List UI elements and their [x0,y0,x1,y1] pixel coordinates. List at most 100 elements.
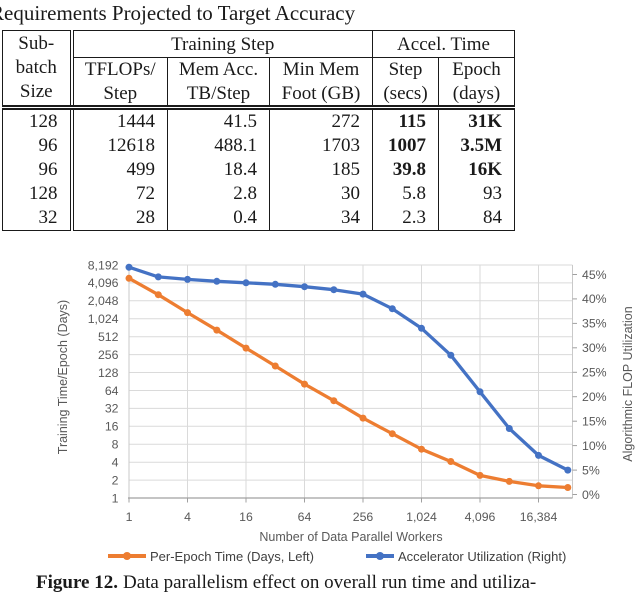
col-header-subbatch-size: Sub- batch Size [2,30,72,110]
y-axis-title-left: Training Time/Epoch (Days) [56,299,70,455]
svg-text:512: 512 [98,330,119,344]
page-title: Requirements Projected to Target Accurac… [0,1,356,25]
table-cell: 41.5 [167,107,270,134]
svg-text:2,048: 2,048 [88,294,119,308]
svg-text:128: 128 [98,366,119,380]
svg-text:0%: 0% [582,488,600,502]
table-cell: 96 [38,135,58,156]
table-row: 32 28 0.4 34 2.3 84 [3,206,515,231]
legend-label: Accelerator Utilization (Right) [398,548,567,564]
table-cell: 128 [29,111,58,132]
table-cell: 5.8 [372,182,439,206]
table-cell: 272 [269,107,373,134]
x-axis-title: Number of Data Parallel Workers [259,530,443,544]
svg-text:1: 1 [112,491,119,505]
figure-caption-number: Figure 12. [36,572,118,593]
legend-line-orange-icon [108,552,146,560]
svg-text:16: 16 [105,420,119,434]
metrics-table-wrap: Sub- batch Size Training Step Accel. Tim… [2,30,515,231]
svg-text:32: 32 [105,402,119,416]
svg-text:16: 16 [239,510,253,524]
svg-text:4,096: 4,096 [465,510,496,524]
table-cell: 39.8 [372,158,439,182]
table-cell: 1444 [69,107,168,134]
y-axis-right-labels: 45% 40% 35% 30% 25% 20% 15% 10% 5% 0% [582,268,607,502]
y-axis-title-right: Algorithmic FLOP Utilization [621,306,635,462]
col-header-tflops-step: TFLOPs/ Step [69,57,168,110]
series-per-epoch-time-days-left [125,274,572,491]
svg-text:10%: 10% [582,439,607,453]
table-body: 128 1444 41.5 272 115 31K 96 12618 488.1 1703 1007… [3,107,515,231]
svg-text:256: 256 [353,510,374,524]
col-header-min-mem-foot: Min Mem Foot (GB) [269,57,373,110]
svg-text:8,192: 8,192 [88,258,119,272]
table-cell: 115 [372,107,439,134]
svg-text:40%: 40% [582,292,607,306]
legend-line-blue-icon [366,552,394,560]
table-cell: 31K [438,107,515,134]
chart-axes [128,265,577,503]
metrics-table: Sub- batch Size Training Step Accel. Tim… [2,30,515,231]
y-axis-left-labels: 8,192 4,096 2,048 1,024 512 256 128 64 32 16 8 4 2 1 [88,258,119,505]
col-group-accel-time: Accel. Time [372,30,515,58]
table-cell: 128 [29,183,58,204]
svg-text:45%: 45% [582,268,607,282]
table-cell: 32 [38,207,58,228]
legend-label: Per-Epoch Time (Days, Left) [150,548,314,564]
table-row: 96 12618 488.1 1703 1007 3.5M [3,134,515,158]
svg-text:4: 4 [184,510,191,524]
chart-gridlines [128,264,573,498]
series-accelerator-utilization-right [125,263,572,474]
table-cell: 0.4 [167,206,270,231]
table-cell: 84 [438,206,515,231]
table-row: 128 72 2.8 30 5.8 93 [3,182,515,206]
svg-text:1,024: 1,024 [88,312,119,326]
col-header-step-secs: Step (secs) [372,57,439,110]
table-cell: 34 [269,206,373,231]
figure-caption: Figure 12. Data parallelism effect on ove… [36,572,640,593]
svg-text:8: 8 [112,438,119,452]
table-cell: 488.1 [167,134,270,158]
svg-text:2: 2 [112,473,119,487]
table-cell: 1007 [372,134,439,158]
table-cell: 93 [438,182,515,206]
table-cell: 16K [438,158,515,182]
x-axis-labels: 1 4 16 64 256 1,024 4,096 16,384 [126,510,558,524]
col-header-epoch-days: Epoch (days) [438,57,515,110]
svg-text:64: 64 [105,384,119,398]
legend-item-accelerator-utilization: Accelerator Utilization (Right) [366,548,567,564]
table-cell: 28 [69,206,168,231]
svg-text:1: 1 [126,510,133,524]
svg-text:25%: 25% [582,366,607,380]
table-cell: 30 [269,182,373,206]
svg-text:15%: 15% [582,415,607,429]
col-group-training-step: Training Step [69,30,373,58]
col-header-mem-acc: Mem Acc. TB/Step [167,57,270,110]
table-cell: 96 [38,159,58,180]
svg-text:16,384: 16,384 [520,510,558,524]
table-cell: 499 [69,158,168,182]
table-cell: 2.3 [372,206,439,231]
svg-text:20%: 20% [582,390,607,404]
svg-text:30%: 30% [582,341,607,355]
table-cell: 12618 [69,134,168,158]
svg-text:4: 4 [112,456,119,470]
legend-marker-orange-icon [123,552,131,560]
table-cell: 2.8 [167,182,270,206]
table-row: 96 499 18.4 185 39.8 16K [3,158,515,182]
svg-text:1,024: 1,024 [406,510,437,524]
table-cell: 72 [69,182,168,206]
table-cell: 1703 [269,134,373,158]
svg-text:64: 64 [298,510,312,524]
svg-text:35%: 35% [582,317,607,331]
svg-text:256: 256 [98,348,119,362]
table-cell: 18.4 [167,158,270,182]
svg-text:4,096: 4,096 [88,276,119,290]
legend-marker-blue-icon [376,552,384,560]
table-row: 128 1444 41.5 272 115 31K [3,107,515,134]
table-cell: 185 [269,158,373,182]
table-cell: 3.5M [438,134,515,158]
figure-caption-text: Data parallelism effect on overall run t… [122,572,537,593]
svg-text:5%: 5% [582,463,600,477]
